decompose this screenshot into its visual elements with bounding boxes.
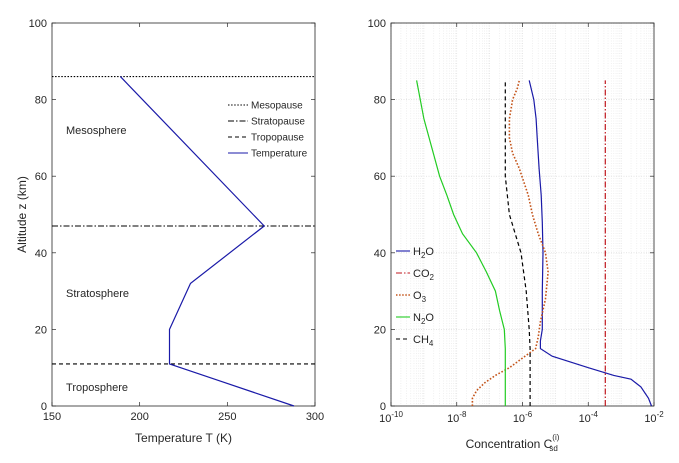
legend-label-subscript: 2 (421, 251, 426, 260)
y-tick-label: 40 (35, 248, 47, 260)
y-tick-label: 60 (374, 171, 386, 183)
legend-label: Temperature (251, 149, 308, 160)
legend-label: CH4 (413, 334, 434, 348)
tick-exponent: -2 (657, 410, 665, 419)
legend-label: Stratopause (251, 117, 305, 128)
legend: Mesopause Stratopause Tropopause Temperatur… (228, 101, 308, 160)
tick-base: 10 (447, 413, 459, 425)
legend-label: Tropopause (251, 133, 304, 144)
y-tick-label: 20 (374, 324, 386, 336)
temperature-panel: 150 200 250 300 0 20 40 60 80 100 Mesosphere Strato… (15, 18, 324, 445)
y-tick-label: 0 (380, 401, 386, 413)
tick-exponent: -6 (525, 410, 533, 419)
x-tick-label: 200 (130, 411, 148, 423)
series-line-ch4 (504, 80, 531, 406)
y-tick-label: 60 (35, 171, 47, 183)
y-axis-label: Altitude z (km) (15, 176, 29, 253)
y-tick-label: 80 (35, 95, 47, 107)
y-tick-label: 20 (35, 324, 47, 336)
legend-label-subscript: 2 (421, 317, 426, 326)
concentration-panel: 10-10 10-8 10-6 10-4 10-2020406080100H2OCO2O… (368, 18, 665, 453)
legend-label-main: H (413, 246, 421, 258)
x-axis-label-subscript: sd (549, 444, 557, 453)
legend-label: Mesopause (251, 101, 303, 112)
x-tick-label: 150 (43, 411, 61, 423)
legend-label: N2O (413, 312, 434, 326)
legend-label-main: N (413, 312, 421, 324)
tick-base: 10 (579, 413, 591, 425)
plot-area (391, 23, 654, 406)
series-line-o3 (471, 80, 549, 406)
tick-base: 10 (379, 413, 391, 425)
tick-base: 10 (644, 413, 656, 425)
x-tick-label: 10-6 (513, 410, 533, 425)
plot-area (51, 22, 316, 407)
y-tick-label: 80 (374, 95, 386, 107)
legend-label-rest: O (425, 246, 434, 258)
x-tick-label: 300 (306, 411, 324, 423)
legend-label-subscript: 3 (422, 295, 427, 304)
y-tick-label: 40 (374, 248, 386, 260)
x-tick-label: 10-10 (379, 410, 403, 425)
legend-label-subscript: 2 (430, 273, 435, 282)
y-tick-label: 0 (41, 401, 47, 413)
series-line-n2o (416, 80, 506, 406)
tick-exponent: -4 (591, 410, 599, 419)
legend-label: CO2 (413, 268, 435, 282)
legend-label-subscript: 4 (429, 339, 434, 348)
x-tick-label: 250 (218, 411, 236, 423)
region-label: Stratosphere (66, 288, 129, 300)
tick-base: 10 (513, 413, 525, 425)
x-axis-label: Concentration C(i) sd (466, 433, 560, 453)
y-tick-label: 100 (29, 18, 47, 30)
legend-label: H2O (413, 246, 434, 260)
legend-label-main: O (413, 290, 422, 302)
legend-label: O3 (413, 290, 427, 304)
y-tick-label: 100 (368, 18, 386, 30)
region-label: Mesosphere (66, 125, 127, 137)
region-label: Troposphere (66, 382, 128, 394)
tick-exponent: -10 (391, 410, 403, 419)
x-axis-label-main: Concentration C (466, 437, 553, 451)
legend-label-main: CO (413, 268, 430, 280)
tick-exponent: -8 (459, 410, 467, 419)
x-tick-label: 10-8 (447, 410, 467, 425)
x-axis-label-superscript: (i) (552, 433, 559, 442)
x-tick-label: 10-2 (644, 410, 664, 425)
x-axis-label: Temperature T (K) (135, 431, 232, 445)
series-line-temperature (119, 76, 295, 407)
legend-label-rest: O (425, 312, 434, 324)
x-tick-label: 10-4 (579, 410, 599, 425)
legend-label-main: CH (413, 334, 429, 346)
series-line-h2o (528, 80, 653, 407)
